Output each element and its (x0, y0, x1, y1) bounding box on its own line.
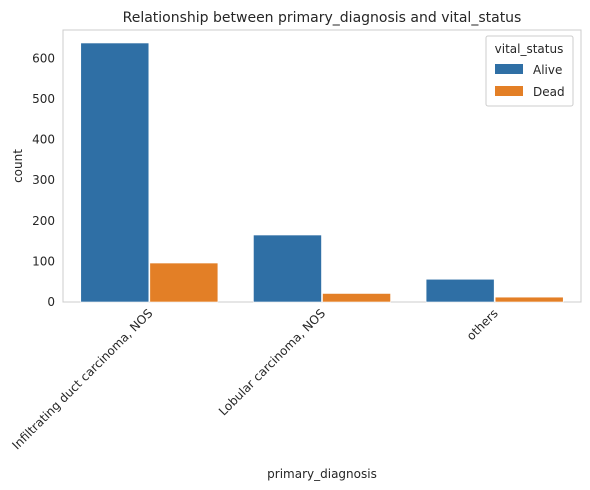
x-tick-label: Infiltrating duct carcinoma, NOS (9, 306, 155, 452)
y-axis: 0 100 200 300 400 500 600 (32, 51, 55, 309)
x-tick-label: Lobular carcinoma, NOS (216, 306, 328, 418)
bar-alive (253, 234, 322, 303)
legend-label-dead: Dead (533, 85, 565, 99)
bar-dead (494, 296, 564, 303)
bar-alive (425, 278, 495, 303)
bar-dead (322, 293, 391, 303)
bar-series (80, 42, 564, 303)
y-axis-label: count (11, 149, 25, 183)
y-tick-label: 100 (32, 254, 55, 268)
legend-swatch-dead (495, 86, 523, 96)
y-tick-label: 600 (32, 51, 55, 65)
bar-alive (80, 42, 150, 303)
y-tick-label: 400 (32, 133, 55, 147)
legend-label-alive: Alive (533, 63, 562, 77)
chart-title: Relationship between primary_diagnosis a… (123, 10, 522, 26)
legend-swatch-alive (495, 64, 523, 74)
bar-dead (149, 262, 219, 303)
y-tick-label: 200 (32, 214, 55, 228)
y-tick-label: 0 (47, 295, 55, 309)
legend-title: vital_status (495, 42, 564, 56)
x-tick-label: others (464, 306, 501, 343)
y-tick-label: 300 (32, 173, 55, 187)
legend: vital_status Alive Dead (485, 35, 574, 107)
x-axis-label: primary_diagnosis (267, 467, 377, 481)
x-axis: Infiltrating duct carcinoma, NOS Lobular … (9, 306, 500, 452)
y-tick-label: 500 (32, 92, 55, 106)
